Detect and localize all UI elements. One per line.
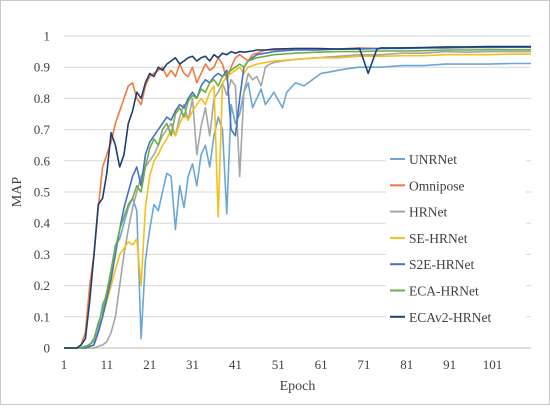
- legend-label-4: S2E-HRNet: [409, 257, 474, 272]
- legend: UNRNet Omnipose HRNet SE-HRNet S2E-HRNet ECA-…: [386, 147, 526, 336]
- y-tick-label-3: 0.3: [34, 247, 50, 262]
- x-tick-label-0: 1: [61, 357, 68, 372]
- legend-label-6: ECAv2-HRNet: [409, 310, 491, 325]
- x-tick-label-8: 81: [400, 357, 413, 372]
- x-tick-label-7: 71: [357, 357, 370, 372]
- x-tick-label-2: 21: [143, 357, 156, 372]
- x-tick-label-9: 91: [443, 357, 456, 372]
- y-tick-label-0: 0: [44, 341, 51, 356]
- y-tick-label-5: 0.5: [34, 185, 50, 200]
- legend-label-0: UNRNet: [409, 152, 457, 167]
- y-tick-label-6: 0.6: [34, 153, 51, 168]
- x-tick-label-1: 11: [101, 357, 114, 372]
- x-tick-label-4: 41: [229, 357, 242, 372]
- legend-label-2: HRNet: [409, 205, 447, 220]
- legend-background: [386, 147, 526, 336]
- x-axis-label: Epoch: [280, 379, 316, 394]
- series-line-eca-hrnet: [64, 48, 531, 349]
- y-axis-label: MAP: [10, 177, 25, 208]
- legend-label-3: SE-HRNet: [409, 231, 468, 246]
- series-lines: [64, 45, 532, 349]
- y-tick-label-9: 0.9: [34, 60, 50, 75]
- y-tick-label-2: 0.2: [34, 278, 50, 293]
- y-tick-label-7: 0.7: [34, 122, 51, 137]
- x-tick-label-5: 51: [272, 357, 285, 372]
- x-tick-label-10: 101: [483, 357, 503, 372]
- x-tick-label-3: 31: [186, 357, 199, 372]
- legend-label-1: Omnipose: [409, 178, 465, 193]
- series-line-ecav2-hrnet: [64, 45, 531, 349]
- y-tick-label-1: 0.1: [34, 309, 50, 324]
- legend-label-5: ECA-HRNet: [409, 284, 479, 299]
- y-tick-label-8: 0.8: [34, 91, 50, 106]
- x-tick-label-6: 61: [315, 357, 328, 372]
- series-line-unrnet: [64, 62, 531, 349]
- axes: 00.10.20.30.40.50.60.70.80.911 11 21 31 41 51…: [34, 29, 531, 372]
- y-tick-label-10: 1: [44, 29, 51, 44]
- series-line-se-hrnet: [64, 53, 531, 349]
- y-tick-label-4: 0.4: [34, 216, 51, 231]
